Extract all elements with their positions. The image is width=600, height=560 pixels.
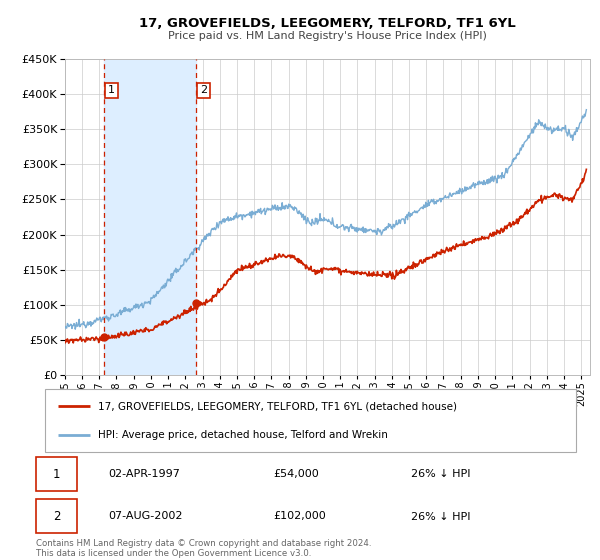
Text: 26% ↓ HPI: 26% ↓ HPI (412, 511, 471, 521)
Bar (36, 500, 77, 534)
Text: Price paid vs. HM Land Registry's House Price Index (HPI): Price paid vs. HM Land Registry's House … (167, 31, 487, 41)
Text: 17, GROVEFIELDS, LEEGOMERY, TELFORD, TF1 6YL: 17, GROVEFIELDS, LEEGOMERY, TELFORD, TF1… (139, 17, 515, 30)
Bar (36, 457, 77, 491)
Text: £102,000: £102,000 (274, 511, 326, 521)
Text: Contains HM Land Registry data © Crown copyright and database right 2024.: Contains HM Land Registry data © Crown c… (36, 539, 371, 548)
Text: 2: 2 (53, 510, 61, 523)
Text: 1: 1 (108, 86, 115, 95)
Text: 17, GROVEFIELDS, LEEGOMERY, TELFORD, TF1 6YL (detached house): 17, GROVEFIELDS, LEEGOMERY, TELFORD, TF1… (98, 402, 457, 411)
Text: 02-APR-1997: 02-APR-1997 (108, 469, 179, 479)
Text: 2: 2 (200, 86, 207, 95)
Text: This data is licensed under the Open Government Licence v3.0.: This data is licensed under the Open Gov… (36, 549, 311, 558)
Text: HPI: Average price, detached house, Telford and Wrekin: HPI: Average price, detached house, Telf… (98, 431, 388, 440)
Text: 07-AUG-2002: 07-AUG-2002 (108, 511, 182, 521)
Text: 1: 1 (53, 468, 61, 480)
Text: 26% ↓ HPI: 26% ↓ HPI (412, 469, 471, 479)
Text: £54,000: £54,000 (274, 469, 319, 479)
Bar (104, 59, 196, 375)
